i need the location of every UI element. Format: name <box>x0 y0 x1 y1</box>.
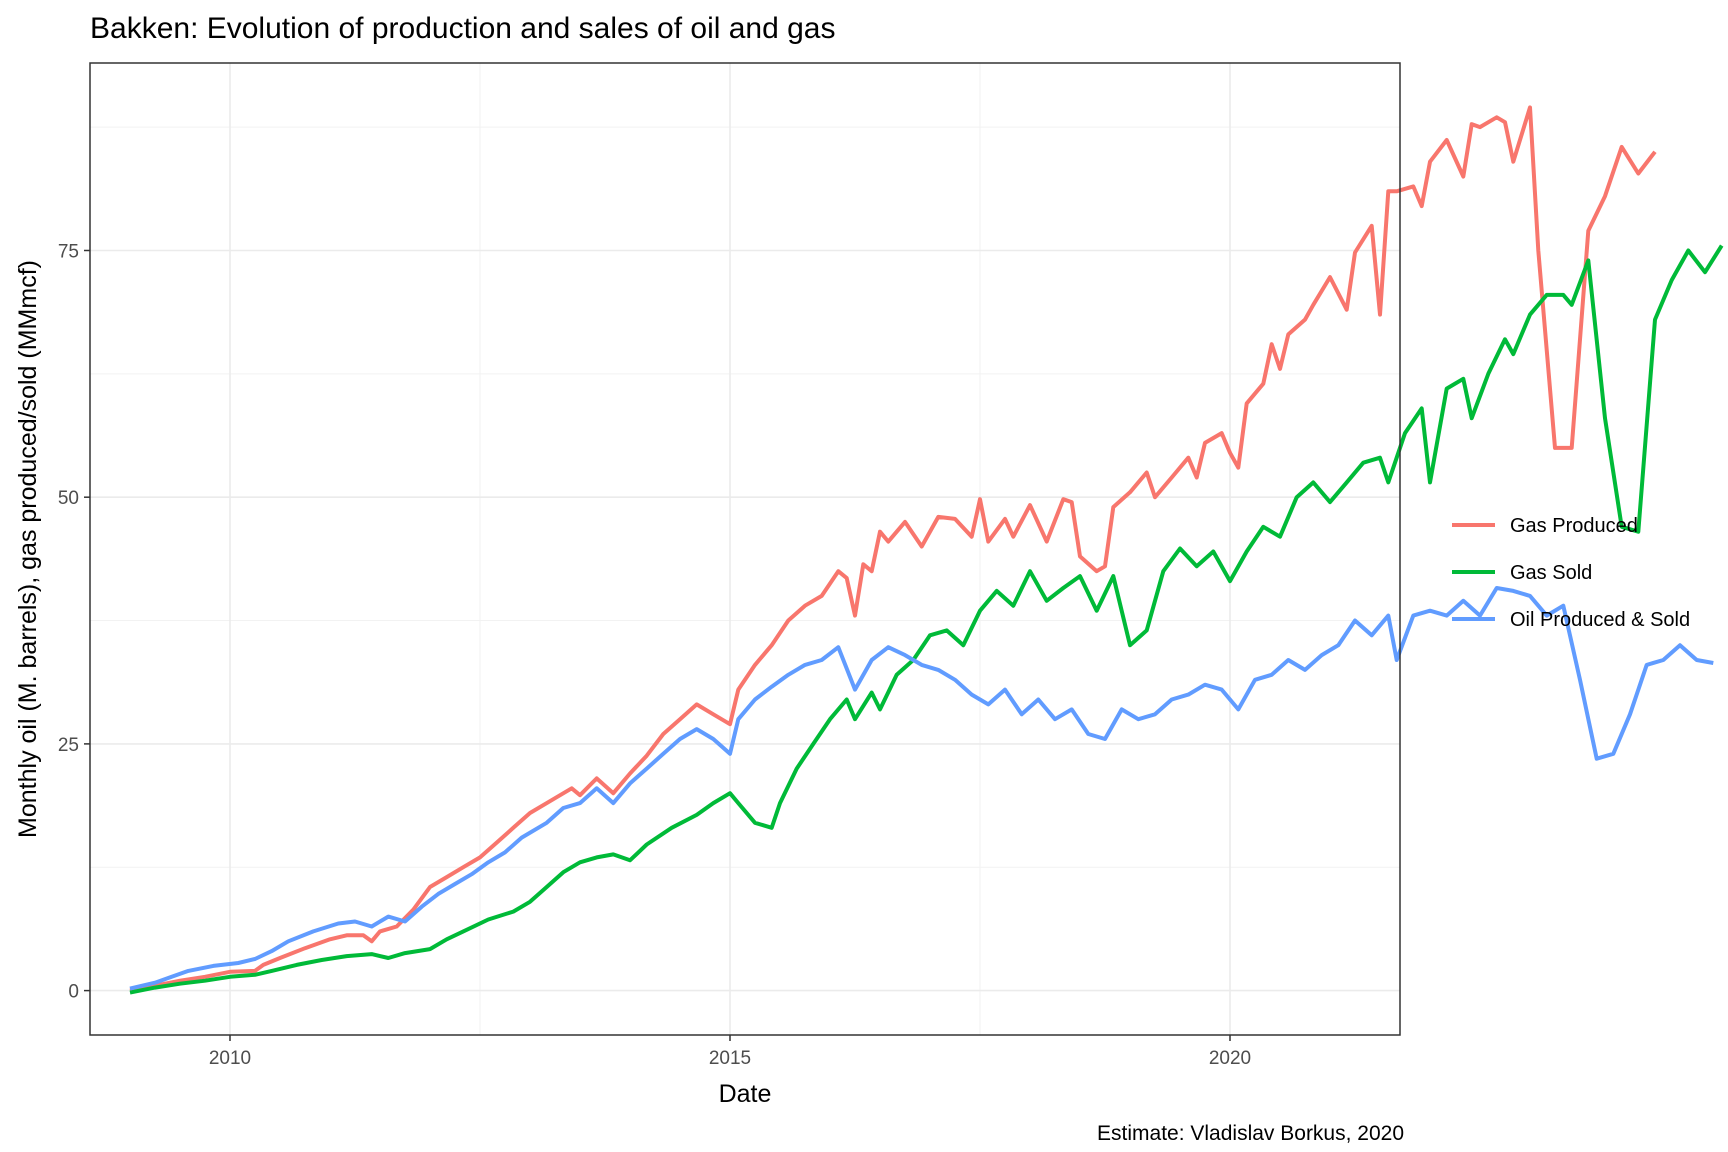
series-lines <box>129 105 1724 995</box>
legend-label-2: Oil Produced & Sold <box>1510 609 1690 631</box>
x-tick-label: 2010 <box>209 1048 251 1069</box>
axis-ticks: 2010 2015 2020 0 25 50 75 <box>58 241 1251 1069</box>
legend-label-0: Gas Produced <box>1510 515 1638 537</box>
legend-label-1: Gas Sold <box>1510 562 1592 584</box>
legend: Gas Produced Gas Sold Oil Produced & Sold <box>1452 515 1690 631</box>
x-axis-title: Date <box>719 1080 772 1108</box>
series-line-1 <box>129 244 1724 995</box>
y-tick-label: 50 <box>58 488 79 509</box>
x-tick-label: 2015 <box>709 1048 751 1069</box>
y-tick-label: 0 <box>68 982 79 1003</box>
chart-caption: Estimate: Vladislav Borkus, 2020 <box>1097 1122 1404 1145</box>
gridlines <box>90 63 1400 1035</box>
chart-title: Bakken: Evolution of production and sale… <box>90 12 836 45</box>
plot-panel-border <box>89 62 1401 1036</box>
x-tick-label: 2020 <box>1209 1048 1251 1069</box>
y-tick-label: 25 <box>58 735 79 756</box>
y-axis-title: Monthly oil (M. barrels), gas produced/s… <box>14 260 42 838</box>
y-tick-label: 75 <box>58 241 79 262</box>
series-line-2 <box>129 586 1714 991</box>
series-line-0 <box>129 105 1657 993</box>
